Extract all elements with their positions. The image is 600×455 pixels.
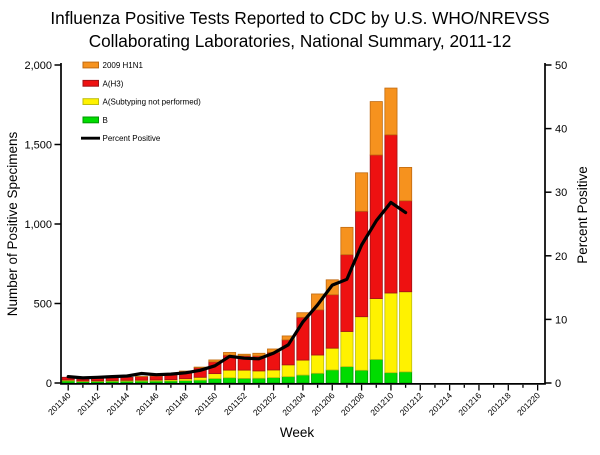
x-tick-label: 201202	[251, 390, 278, 417]
y-tick-label-right: 40	[555, 124, 567, 136]
bar-segment	[297, 360, 309, 375]
x-tick-label: 201206	[310, 390, 337, 417]
y-axis-title-left: Number of Positive Specimens	[5, 131, 20, 316]
x-axis-title: Week	[280, 425, 315, 440]
bar-segment	[370, 359, 382, 383]
bar-segment	[385, 88, 397, 135]
bar-segment	[385, 293, 397, 373]
bar-segment	[400, 201, 412, 292]
y-tick-label-left: 500	[34, 299, 52, 311]
bar-segment	[297, 375, 309, 383]
bar-segment	[326, 295, 338, 348]
bar-segment	[385, 135, 397, 293]
x-tick-label: 201142	[75, 390, 102, 417]
bar-segment	[194, 377, 206, 380]
bar-segment	[341, 227, 353, 254]
x-tick-label: 201216	[456, 390, 483, 417]
x-tick-label: 201152	[222, 390, 249, 417]
bar-segment	[311, 373, 323, 383]
x-tick-label: 201212	[398, 390, 425, 417]
y-tick-label-right: 30	[555, 187, 567, 199]
x-tick-label: 201210	[368, 390, 395, 417]
x-tick-label: 201148	[163, 390, 190, 417]
bar-segment	[238, 370, 250, 378]
bar-segment	[326, 348, 338, 370]
bar-segment	[267, 370, 279, 378]
bar-segment	[223, 378, 235, 383]
bar-segment	[238, 354, 250, 356]
bar-segment	[209, 374, 221, 379]
bar-segment	[194, 380, 206, 383]
legend-label-4: B	[103, 116, 108, 125]
bar-segment	[356, 370, 368, 383]
y-tick-label-right: 50	[555, 60, 567, 72]
y-tick-label-right: 20	[555, 251, 567, 263]
chart-title-line1: Influenza Positive Tests Reported to CDC…	[50, 8, 549, 28]
y-tick-label-left: 1,000	[24, 219, 52, 231]
x-tick-label: 201220	[515, 390, 542, 417]
bar-segment	[356, 173, 368, 211]
x-tick-label: 201214	[427, 390, 454, 417]
legend-swatch-2	[83, 80, 99, 86]
bar-segment	[400, 292, 412, 372]
y-tick-label-left: 0	[46, 378, 52, 390]
bar-segment	[400, 167, 412, 200]
legend-swatch-4	[83, 117, 99, 123]
bar-segment	[356, 211, 368, 316]
legend-label-2: A(H3)	[103, 79, 124, 88]
y-axis-title-right: Percent Positive	[575, 166, 590, 264]
y-tick-label-right: 10	[555, 314, 567, 326]
y-tick-label-right: 0	[555, 378, 561, 390]
legend-label-5: Percent Positive	[103, 134, 161, 143]
bar-segment	[267, 378, 279, 383]
bar-segment	[223, 370, 235, 378]
chart-title-line2: Collaborating Laboratories, National Sum…	[89, 31, 512, 51]
x-tick-label: 201146	[134, 390, 161, 417]
bar-segment	[385, 373, 397, 383]
bar-segment	[150, 376, 162, 380]
bar-segment	[326, 370, 338, 383]
x-tick-label: 201208	[339, 390, 366, 417]
bar-segment	[311, 355, 323, 373]
bar-segment	[238, 378, 250, 383]
legend-swatch-3	[83, 99, 99, 105]
y-tick-label-left: 2,000	[24, 60, 52, 72]
bar-segment	[341, 367, 353, 383]
bar-segment	[282, 365, 294, 377]
y-tick-label-left: 1,500	[24, 140, 52, 152]
bar-segment	[356, 317, 368, 371]
x-tick-label: 201150	[193, 390, 220, 417]
x-tick-label: 201204	[280, 390, 307, 417]
bar-segment	[135, 377, 147, 381]
bar-segment	[400, 372, 412, 383]
bar-segment	[253, 378, 265, 383]
legend-swatch-1	[83, 62, 99, 68]
bar-segment	[341, 331, 353, 366]
bar-segment	[253, 371, 265, 378]
bar-segment	[311, 310, 323, 355]
legend-label-1: 2009 H1N1	[103, 61, 144, 70]
bar-segment	[370, 102, 382, 155]
x-tick-label: 201140	[46, 390, 73, 417]
x-tick-label: 201144	[105, 390, 132, 417]
legend-label-3: A(Subtyping not performed)	[103, 98, 202, 107]
percent-positive-line	[68, 202, 405, 378]
bar-segment	[209, 379, 221, 383]
bar-segment	[370, 299, 382, 360]
bar-segment	[282, 377, 294, 383]
x-tick-label: 201218	[486, 390, 513, 417]
